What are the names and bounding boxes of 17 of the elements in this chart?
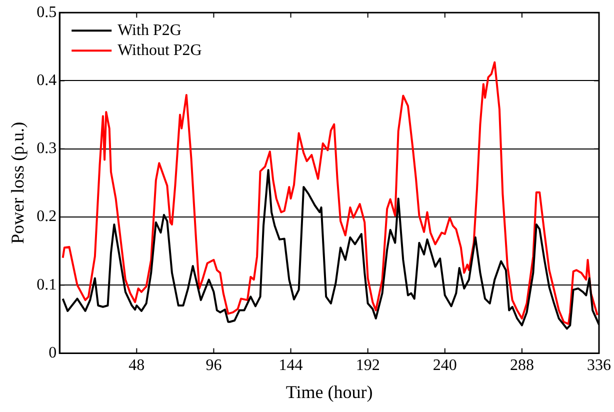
legend-label: Without P2G xyxy=(118,42,202,59)
x-tick-label: 336 xyxy=(587,357,611,374)
x-tick-label: 48 xyxy=(128,357,145,374)
x-tick-label: 96 xyxy=(206,357,222,374)
y-tick-label: 0.4 xyxy=(36,72,57,89)
x-tick-label: 192 xyxy=(356,357,380,374)
y-axis-title: Power loss (p.u.) xyxy=(8,122,28,244)
x-axis-title: Time (hour) xyxy=(286,382,373,402)
x-tick-label: 144 xyxy=(278,357,303,374)
y-tick-label: 0.5 xyxy=(36,4,57,21)
y-tick-label: 0.3 xyxy=(36,140,57,158)
legend-label: With P2G xyxy=(118,22,182,39)
y-tick-label: 0.2 xyxy=(36,208,57,226)
y-tick-label: 0 xyxy=(48,344,57,362)
x-tick-label: 240 xyxy=(432,357,457,374)
x-tick-label: 288 xyxy=(510,357,534,374)
y-tick-label: 0.1 xyxy=(36,276,57,294)
